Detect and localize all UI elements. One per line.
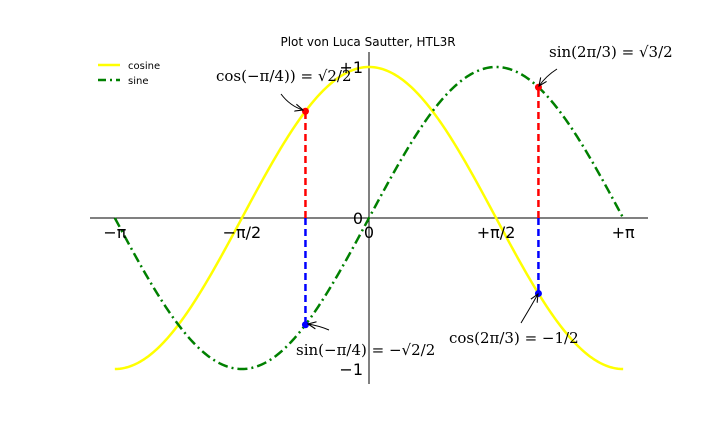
data-point-marker-3 — [534, 290, 542, 297]
y-tick-label-2: +1 — [339, 58, 363, 77]
guide-lines-layer — [304, 87, 540, 325]
annotation-arrow-sin-neg-pi-4 — [308, 324, 330, 331]
y-tick-label-1: 0 — [353, 209, 363, 228]
legend: cosine sine — [98, 61, 160, 87]
tick-labels-layer: −π −π/2 +π/2 +π 0 −1 0 +1 — [103, 58, 635, 379]
markers-layer — [301, 83, 542, 329]
annotation-arrow-cos-2pi-3 — [520, 294, 538, 324]
x-tick-label-zero: 0 — [364, 223, 374, 242]
x-tick-label-4: +π — [612, 223, 635, 242]
legend-label-sine: sine — [128, 76, 148, 87]
annotation-arrow-sin-2pi-3 — [539, 68, 558, 86]
annotation-arrow-cos-neg-pi-4 — [280, 93, 303, 110]
legend-label-cosine: cosine — [128, 61, 160, 72]
annotation-cos-neg-pi-4: cos(−π/4)) = √2/2 — [216, 67, 352, 85]
annotation-sin-neg-pi-4: sin(−π/4) = −√2/2 — [296, 341, 435, 359]
x-tick-label-3: +π/2 — [477, 223, 516, 242]
annotation-sin-2pi-3: sin(2π/3) = √3/2 — [549, 43, 673, 61]
chart-title: Plot von Luca Sautter, HTL3R — [280, 35, 455, 49]
x-tick-label-1: −π/2 — [223, 223, 262, 242]
annotation-cos-2pi-3: cos(2π/3) = −1/2 — [449, 329, 579, 347]
data-point-marker-0 — [301, 107, 309, 115]
y-tick-label-0: −1 — [339, 360, 363, 379]
data-point-marker-2 — [534, 83, 542, 91]
data-point-marker-1 — [301, 321, 309, 329]
x-tick-label-0: −π — [103, 223, 126, 242]
